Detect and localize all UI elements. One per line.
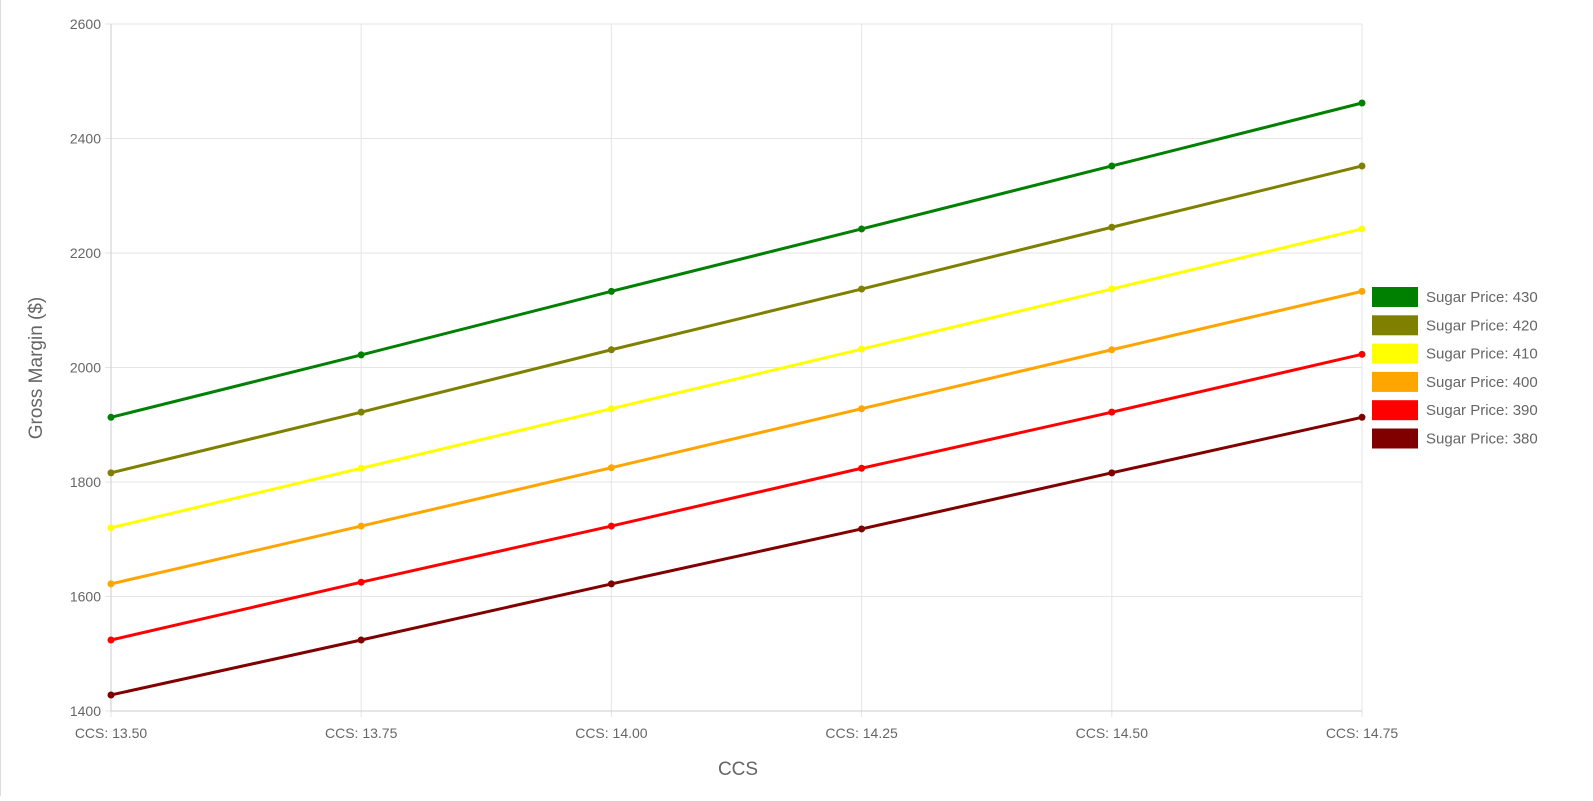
series-line <box>110 415 1363 697</box>
y-tick-label: 2200 <box>70 245 101 261</box>
data-point <box>1108 162 1116 170</box>
x-axis-title: CCS <box>718 759 758 780</box>
data-point <box>357 351 365 359</box>
data-point <box>858 345 866 353</box>
data-point <box>1358 99 1366 107</box>
data-point <box>1358 413 1366 421</box>
y-tick-label: 1800 <box>70 474 101 490</box>
legend-swatch <box>1372 400 1418 421</box>
data-point <box>1108 408 1116 416</box>
data-point <box>1108 469 1116 477</box>
data-point <box>1108 223 1116 231</box>
x-tick-label: CCS: 13.50 <box>75 725 148 741</box>
data-point <box>107 524 115 532</box>
data-point <box>357 408 365 416</box>
data-point <box>607 580 615 588</box>
legend-label: Sugar Price: 380 <box>1426 431 1538 448</box>
x-tick-label: CCS: 14.50 <box>1076 725 1149 741</box>
data-point <box>357 464 365 472</box>
y-tick-label: 1600 <box>70 589 101 605</box>
y-tick-label: 2000 <box>70 360 101 376</box>
y-tick-label: 2400 <box>70 131 101 147</box>
data-point <box>858 225 866 233</box>
data-point <box>607 522 615 530</box>
x-tick-label: CCS: 14.00 <box>575 725 648 741</box>
legend-swatch <box>1372 343 1418 364</box>
legend-label: Sugar Price: 410 <box>1426 346 1538 363</box>
data-point <box>107 469 115 477</box>
data-point <box>1108 346 1116 354</box>
legend-swatch <box>1372 428 1418 449</box>
series-line <box>110 227 1363 530</box>
data-point <box>858 405 866 413</box>
legend-label: Sugar Price: 430 <box>1426 289 1538 306</box>
data-point <box>1358 162 1366 170</box>
series-line <box>110 289 1363 586</box>
y-tick-label: 2600 <box>70 16 101 32</box>
data-point <box>107 580 115 588</box>
series-line <box>110 101 1363 419</box>
data-point <box>1108 285 1116 293</box>
x-tick-label: CCS: 13.75 <box>325 725 398 741</box>
legend-swatch <box>1372 287 1418 307</box>
data-point <box>858 285 866 293</box>
data-point <box>107 691 115 699</box>
data-point <box>357 636 365 644</box>
data-point <box>607 405 615 413</box>
data-point <box>357 522 365 530</box>
legend-label: Sugar Price: 420 <box>1426 317 1538 334</box>
data-point <box>357 578 365 586</box>
data-point <box>107 636 115 644</box>
data-point <box>1358 350 1366 358</box>
data-point <box>858 464 866 472</box>
y-tick-label: 1400 <box>70 703 101 719</box>
x-tick-label: CCS: 14.75 <box>1326 725 1399 741</box>
y-axis-title: Gross Margin ($) <box>26 297 47 440</box>
x-tick-label: CCS: 14.25 <box>825 725 898 741</box>
series-line <box>110 352 1363 642</box>
legend-swatch <box>1372 371 1418 392</box>
legend-label: Sugar Price: 400 <box>1426 374 1538 391</box>
data-point <box>1358 225 1366 233</box>
data-point <box>1358 287 1366 295</box>
data-point <box>607 287 615 295</box>
data-point <box>607 464 615 472</box>
legend-swatch <box>1372 315 1418 336</box>
data-point <box>858 525 866 533</box>
series-line <box>110 164 1363 475</box>
data-point <box>107 413 115 421</box>
data-point <box>607 346 615 354</box>
legend-label: Sugar Price: 390 <box>1426 402 1538 419</box>
